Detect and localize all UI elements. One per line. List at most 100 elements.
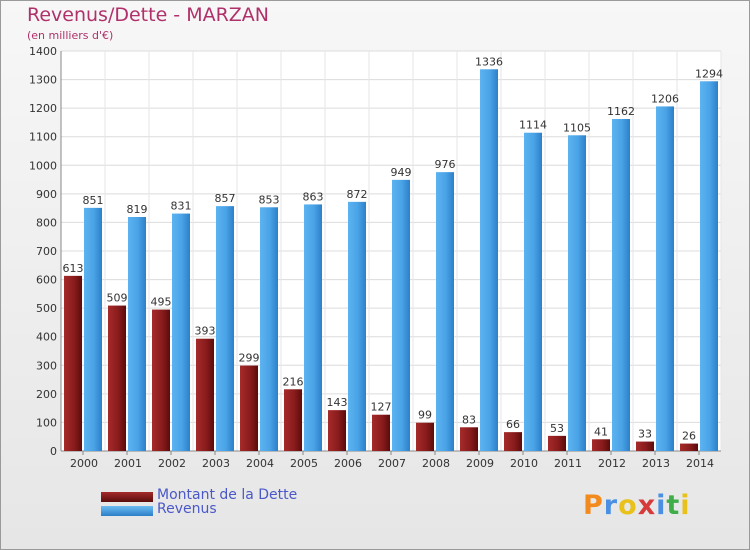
bar-revenus-2013 [656, 106, 674, 451]
x-tick-label: 2006 [334, 457, 362, 470]
bar-dette-2011 [548, 435, 566, 451]
bar-dette-2013 [636, 441, 654, 451]
logo-letter: i [656, 490, 667, 521]
x-tick-label: 2001 [114, 457, 142, 470]
x-tick-label: 2009 [466, 457, 494, 470]
x-tick-label: 2003 [202, 457, 230, 470]
y-tick-label: 400 [36, 331, 57, 344]
data-label-dette-2004: 299 [239, 352, 260, 365]
data-label-revenus-2007: 949 [391, 166, 412, 179]
bar-revenus-2004 [260, 207, 278, 451]
proxiti-logo: Proxiti [583, 490, 691, 521]
y-tick-label: 700 [36, 245, 57, 258]
logo-letter: t [666, 490, 681, 521]
data-label-revenus-2008: 976 [435, 158, 456, 171]
data-label-dette-2009: 83 [462, 413, 476, 426]
bars [64, 69, 718, 452]
bar-dette-2009 [460, 427, 478, 451]
data-label-revenus-2010: 1114 [519, 119, 547, 132]
legend-swatch-dette [101, 492, 153, 502]
x-tick-label: 2012 [598, 457, 626, 470]
data-label-revenus-2011: 1105 [563, 121, 591, 134]
bar-dette-2005 [284, 389, 302, 451]
data-label-dette-2008: 99 [418, 409, 432, 422]
data-label-revenus-2012: 1162 [607, 105, 635, 118]
legend-label-dette: Montant de la Dette [157, 487, 298, 503]
data-label-revenus-2002: 831 [171, 200, 192, 213]
logo-letter: i [680, 490, 691, 521]
axes: 0 100 200 300 400 500 600 700 800 900 1000 1100 1200… [29, 45, 721, 470]
bar-dette-2003 [196, 338, 214, 451]
bar-dette-2002 [152, 309, 170, 451]
bar-revenus-2007 [392, 179, 410, 451]
y-tick-label: 100 [36, 416, 57, 429]
y-tick-label: 1400 [29, 45, 57, 58]
bar-dette-2004 [240, 365, 258, 451]
y-tick-label: 0 [50, 445, 57, 458]
data-label-dette-2011: 53 [550, 422, 564, 435]
bar-revenus-2006 [348, 201, 366, 451]
legend-swatch-revenus [101, 506, 153, 516]
bar-dette-2001 [108, 305, 126, 451]
bar-revenus-2008 [436, 172, 454, 451]
data-label-dette-2003: 393 [195, 325, 216, 338]
y-tick-label: 1300 [29, 74, 57, 87]
x-tick-label: 2013 [642, 457, 670, 470]
y-tick-label: 1000 [29, 159, 57, 172]
bar-revenus-2000 [84, 207, 102, 451]
chart-title: Revenus/Dette - MARZAN [27, 4, 270, 26]
data-label-revenus-2004: 853 [259, 193, 280, 206]
data-label-revenus-2000: 851 [83, 194, 104, 207]
data-labels: 613 851 509 819 495 831 393 857 299 853 216 863 143 8… [63, 55, 724, 442]
bar-revenus-2005 [304, 204, 322, 451]
bar-dette-2012 [592, 439, 610, 451]
logo-letter: P [583, 490, 604, 521]
data-label-revenus-2014: 1294 [695, 67, 723, 80]
logo-letter: x [637, 490, 657, 521]
x-tick-label: 2004 [246, 457, 274, 470]
x-tick-label: 2008 [422, 457, 450, 470]
data-label-dette-2001: 509 [107, 292, 128, 305]
y-tick-label: 300 [36, 359, 57, 372]
bar-dette-2014 [680, 443, 698, 451]
bar-revenus-2010 [524, 132, 542, 451]
bar-revenus-2003 [216, 206, 234, 451]
bar-revenus-2002 [172, 213, 190, 451]
data-label-dette-2013: 33 [638, 428, 652, 441]
data-label-dette-2006: 143 [327, 396, 348, 409]
bar-dette-2008 [416, 422, 434, 451]
x-tick-label: 2014 [686, 457, 714, 470]
logo-letter: r [603, 490, 619, 521]
x-tick-label: 2005 [290, 457, 318, 470]
data-label-revenus-2009: 1336 [475, 55, 503, 68]
bar-revenus-2014 [700, 81, 718, 452]
data-label-dette-2005: 216 [283, 375, 304, 388]
logo-letter: o [618, 490, 638, 521]
bar-revenus-2011 [568, 135, 586, 452]
bar-dette-2010 [504, 432, 522, 451]
bar-dette-2000 [64, 275, 82, 451]
data-label-dette-2010: 66 [506, 418, 520, 431]
x-tick-label: 2000 [70, 457, 98, 470]
chart-subtitle: (en milliers d'€) [27, 29, 114, 42]
y-tick-label: 800 [36, 216, 57, 229]
y-tick-label: 600 [36, 274, 57, 287]
data-label-revenus-2013: 1206 [651, 92, 679, 105]
y-tick-label: 1100 [29, 131, 57, 144]
data-label-revenus-2003: 857 [215, 192, 236, 205]
bar-revenus-2001 [128, 217, 146, 451]
data-label-dette-2007: 127 [371, 401, 392, 414]
x-tick-label: 2010 [510, 457, 538, 470]
data-label-revenus-2006: 872 [347, 188, 368, 201]
data-label-revenus-2005: 863 [303, 190, 324, 203]
y-tick-label: 200 [36, 388, 57, 401]
data-label-dette-2000: 613 [63, 262, 84, 275]
bar-revenus-2012 [612, 119, 630, 451]
grid [60, 50, 722, 452]
y-tick-label: 1200 [29, 102, 57, 115]
y-tick-label: 900 [36, 188, 57, 201]
y-tick-label: 500 [36, 302, 57, 315]
bar-revenus-2009 [480, 69, 498, 452]
